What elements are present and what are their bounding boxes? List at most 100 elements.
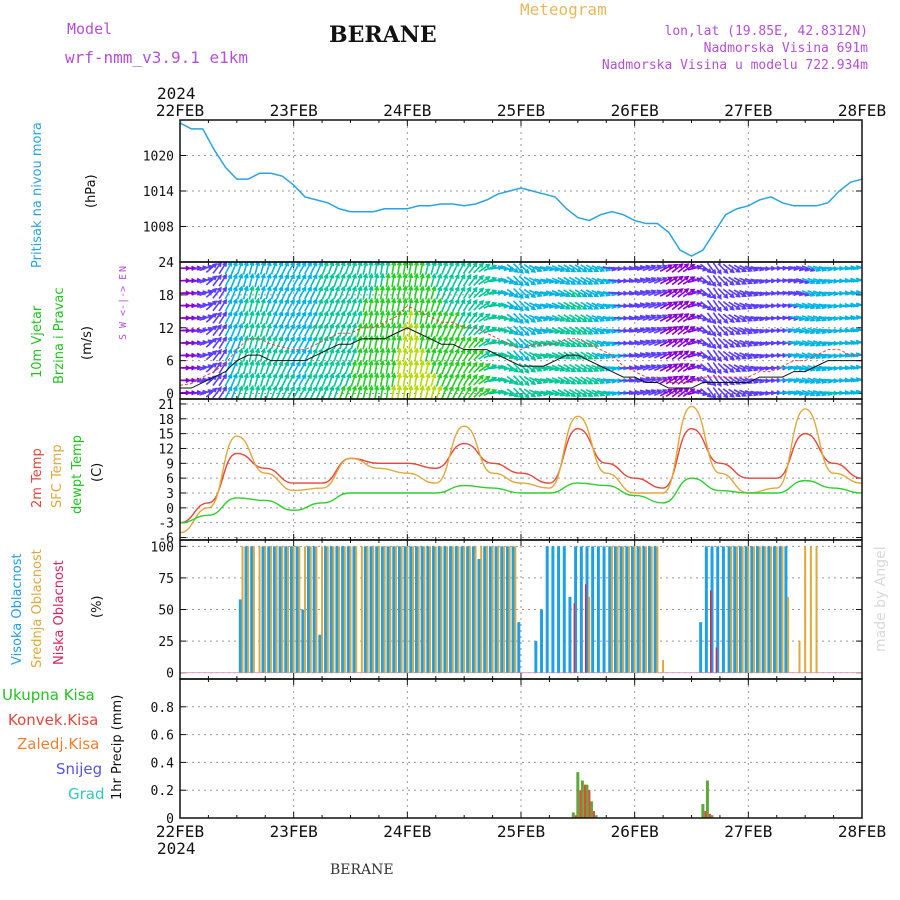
- wind-arrow-head: [454, 273, 460, 279]
- wind-arrow-head: [513, 392, 520, 398]
- wind-arrow-head: [260, 335, 266, 341]
- wind-arrow: [636, 352, 650, 359]
- wind-arrow: [636, 340, 650, 346]
- wind-arrow-head: [711, 393, 717, 399]
- wind-arrow-head: [497, 377, 504, 383]
- wind-arrow-head: [346, 335, 352, 341]
- wind-arrow: [625, 291, 639, 295]
- wind-arrow: [265, 274, 271, 288]
- wind-arrow-head: [684, 350, 690, 356]
- mid-cloud-bar: [298, 546, 301, 673]
- wind-arrow: [677, 350, 689, 361]
- wind-arrow: [339, 299, 345, 312]
- wind-arrow: [574, 314, 587, 322]
- wind-arrow-head: [565, 379, 571, 385]
- wind-arrow: [193, 353, 207, 358]
- wind-arrow: [327, 336, 334, 350]
- wind-arrow-head: [729, 305, 735, 311]
- wind-arrow: [728, 351, 741, 360]
- wind-arrow: [625, 366, 639, 370]
- high-cloud-bar: [289, 546, 293, 673]
- wind-arrow-head: [454, 335, 460, 342]
- wind-arrow-head: [385, 372, 391, 378]
- wind-arrow: [236, 373, 243, 387]
- wind-arrow-head: [735, 342, 742, 348]
- wind-arrow-head: [454, 348, 460, 354]
- wind-arrow: [717, 362, 728, 374]
- wind-arrow-head: [425, 272, 431, 279]
- wind-arrow: [473, 375, 484, 386]
- wind-arrow-head: [508, 304, 515, 310]
- wind-arrow-head: [249, 262, 255, 267]
- wind-arrow: [795, 365, 809, 371]
- wind-arrow: [205, 350, 217, 361]
- wind-arrow: [254, 262, 260, 275]
- high-cloud-bar: [568, 596, 572, 673]
- wind-arrow: [846, 266, 861, 271]
- model-label: Model: [67, 20, 113, 38]
- wind-arrow-head: [362, 262, 369, 266]
- wind-arrow: [642, 352, 656, 359]
- wind-arrow-head: [357, 347, 363, 354]
- wind-arrow-head: [207, 339, 214, 345]
- wind-arrow: [568, 388, 582, 397]
- wind-arrow-head: [318, 273, 323, 279]
- wind-arrow-head: [272, 273, 278, 279]
- wind-arrow: [224, 349, 233, 362]
- wind-arrow: [292, 349, 301, 362]
- wind-arrow: [286, 287, 295, 300]
- wind-arrow-head: [425, 347, 431, 354]
- wind-arrow: [413, 286, 418, 300]
- mid-cloud-bar: [309, 546, 312, 673]
- wind-arrow: [321, 373, 329, 387]
- wind-arrow: [795, 265, 809, 271]
- wind-arrow: [304, 287, 312, 300]
- wind-arrow-head: [472, 311, 478, 317]
- wind-arrow-head: [212, 337, 218, 343]
- wind-arrow: [462, 349, 472, 362]
- wind-arrow-head: [216, 324, 222, 330]
- wind-arrow-head: [448, 360, 454, 366]
- wind-arrow: [852, 316, 862, 320]
- wind-arrow: [333, 262, 340, 275]
- wind-arrow-head: [524, 281, 530, 287]
- wind-arrow-head: [706, 355, 713, 361]
- wind-arrow-head: [508, 379, 515, 385]
- wind-arrow: [254, 299, 260, 313]
- wind-arrow-head: [255, 310, 261, 316]
- wind-arrow: [563, 388, 576, 397]
- wind-arrow-head: [255, 372, 261, 379]
- wind-arrow-head: [222, 348, 228, 354]
- wind-arrow: [457, 299, 466, 312]
- wind-arrow: [276, 386, 283, 399]
- wind-arrow: [327, 324, 334, 337]
- wind-arrow: [665, 276, 678, 285]
- wind-arrow-head: [357, 272, 363, 279]
- high-cloud-bar: [699, 622, 703, 673]
- wind-arrow-head: [272, 285, 278, 292]
- wind-arrow-head: [368, 297, 374, 304]
- wind-arrow-head: [368, 322, 374, 329]
- wind-arrow: [304, 349, 312, 362]
- wind-arrow-head: [667, 301, 674, 307]
- wind-arrow-head: [537, 317, 543, 322]
- wind-arrow-head: [437, 385, 443, 391]
- wind-arrow: [344, 324, 351, 337]
- wind-arrow-head: [460, 310, 466, 317]
- wind-arrow: [468, 287, 478, 299]
- wind-arrow-head: [385, 347, 391, 354]
- wind-arrow-head: [284, 348, 289, 354]
- wind-arrow: [468, 349, 478, 362]
- wind-arrow: [441, 336, 448, 350]
- wind-arrow-head: [570, 267, 577, 273]
- wind-arrow: [356, 262, 362, 275]
- wind-arrow: [344, 373, 351, 387]
- mid-cloud-bar: [315, 546, 318, 673]
- wind-arrow: [270, 324, 277, 337]
- wind-arrow: [224, 386, 233, 399]
- high-cloud-bar: [352, 546, 356, 673]
- mid-cloud-bar: [394, 546, 397, 673]
- x-date-label-bottom: 25FEB: [497, 822, 545, 841]
- wind-arrow-head: [301, 348, 307, 354]
- wind-arrow-head: [716, 294, 722, 300]
